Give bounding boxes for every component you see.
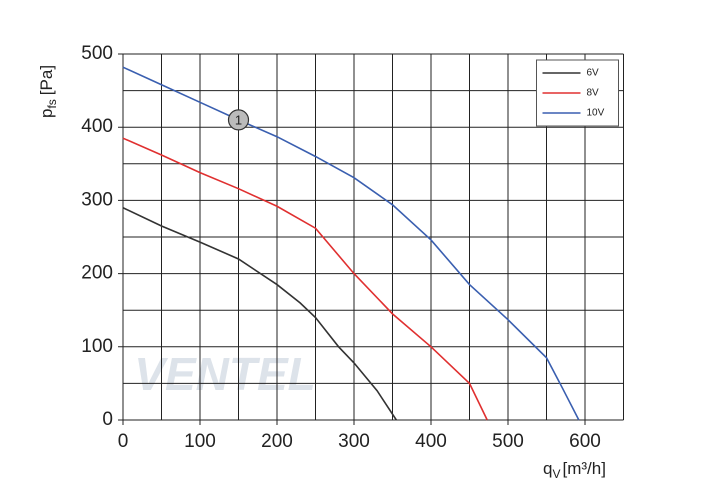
x-axis-label: qV [m³/h] — [543, 459, 606, 481]
x-tick-label: 600 — [569, 431, 601, 452]
y-tick-label: 100 — [81, 336, 113, 357]
y-tick-label: 500 — [81, 43, 113, 64]
watermark: VENTEL — [134, 348, 315, 400]
x-tick-label: 100 — [184, 431, 216, 452]
annotation-text: 1 — [235, 112, 242, 127]
x-label-subscript: V — [552, 467, 560, 481]
legend-label: 8V — [587, 88, 600, 99]
legend-label: 6V — [587, 68, 600, 79]
y-label-symbol: p — [37, 109, 56, 118]
y-axis-label: pfs [Pa] — [37, 65, 59, 118]
annotation-marker — [227, 109, 250, 131]
curve — [122, 206, 398, 421]
x-tick-label: 200 — [261, 431, 293, 452]
y-label-subscript: fs — [45, 99, 59, 108]
y-tick-label: 200 — [81, 263, 113, 284]
x-tick-label: 400 — [415, 431, 447, 452]
curve — [122, 66, 580, 421]
curve — [122, 137, 488, 421]
x-tick-label: 0 — [118, 431, 129, 452]
legend-label: 10V — [587, 108, 605, 119]
x-tick-label: 500 — [492, 431, 524, 452]
x-label-unit: [m³/h] — [562, 459, 605, 478]
y-tick-label: 0 — [102, 409, 113, 430]
x-tick-label: 300 — [338, 431, 370, 452]
x-label-symbol: q — [543, 459, 552, 478]
y-tick-label: 400 — [81, 116, 113, 137]
y-tick-label: 300 — [81, 189, 113, 210]
y-label-unit: [Pa] — [37, 65, 56, 95]
